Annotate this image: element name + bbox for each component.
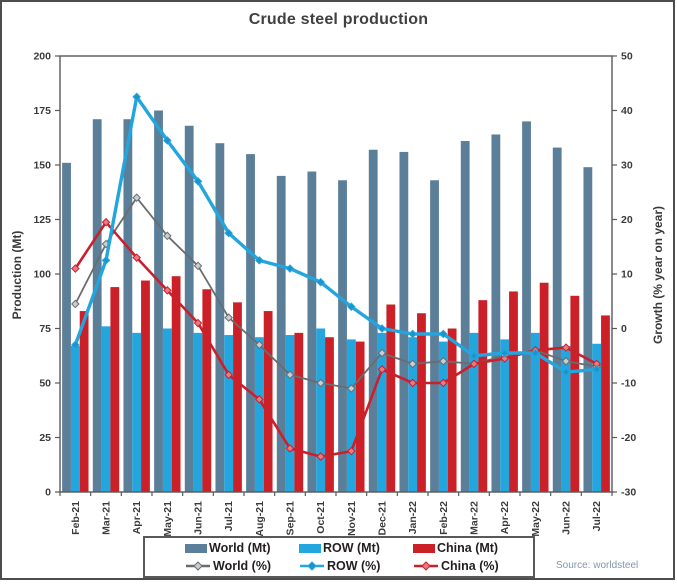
svg-text:175: 175 (33, 105, 51, 117)
source-note: Source: worldsteel (556, 560, 639, 571)
legend-item-row-pct: ROW (%) (299, 560, 413, 573)
legend-item-china-pct: China (%) (413, 560, 527, 573)
svg-text:May-22: May-22 (530, 501, 542, 537)
svg-text:30: 30 (621, 160, 633, 172)
bar-series-0 (62, 110, 593, 493)
legend-label: China (%) (441, 558, 499, 573)
svg-text:Feb-21: Feb-21 (70, 501, 82, 535)
svg-text:Apr-22: Apr-22 (499, 501, 511, 534)
svg-text:Mar-22: Mar-22 (469, 501, 481, 535)
svg-text:25: 25 (39, 432, 51, 444)
svg-text:Nov-21: Nov-21 (346, 501, 358, 536)
row-pct-line-icon (299, 561, 325, 571)
legend-label: ROW (Mt) (323, 540, 380, 555)
line-series-2 (71, 217, 601, 461)
china-mt-swatch (413, 543, 435, 553)
bar-series-1 (70, 326, 602, 492)
line-series-1 (71, 92, 601, 377)
svg-text:40: 40 (621, 105, 633, 117)
row-mt-swatch (299, 543, 321, 553)
svg-text:-10: -10 (621, 378, 636, 390)
right-axis-title: Growth (% year on year) (651, 205, 665, 345)
svg-text:Jul-22: Jul-22 (591, 501, 603, 532)
svg-text:20: 20 (621, 214, 633, 226)
legend-label: ROW (%) (327, 558, 381, 573)
svg-text:Dec-21: Dec-21 (377, 501, 389, 536)
legend-item-world-pct: World (%) (185, 560, 299, 573)
legend-item-row-mt: ROW (Mt) (299, 542, 413, 555)
left-axis-title: Production (Mt) (10, 230, 24, 320)
svg-text:125: 125 (33, 214, 51, 226)
bar-series-2 (79, 276, 610, 492)
svg-text:Jun-21: Jun-21 (193, 501, 205, 535)
svg-text:Oct-21: Oct-21 (315, 501, 327, 534)
svg-text:Feb-22: Feb-22 (438, 501, 450, 535)
svg-text:-30: -30 (621, 487, 636, 499)
svg-text:Sep-21: Sep-21 (285, 501, 297, 536)
chart-title: Crude steel production (248, 11, 429, 28)
legend-label: World (%) (213, 558, 272, 573)
world-pct-line-icon (185, 561, 211, 571)
china-pct-line-icon (413, 561, 439, 571)
svg-text:0: 0 (621, 323, 627, 335)
legend-label: World (Mt) (209, 540, 271, 555)
svg-text:50: 50 (621, 51, 633, 63)
svg-text:75: 75 (39, 323, 51, 335)
legend-item-china-mt: China (Mt) (413, 542, 527, 555)
svg-text:200: 200 (33, 51, 51, 63)
svg-text:Jan-22: Jan-22 (407, 501, 419, 534)
svg-text:Jun-22: Jun-22 (561, 501, 573, 535)
svg-text:0: 0 (45, 487, 51, 499)
svg-text:50: 50 (39, 378, 51, 390)
world-mt-swatch (185, 543, 207, 553)
svg-text:-20: -20 (621, 432, 636, 444)
legend-item-world-mt: World (Mt) (185, 542, 299, 555)
svg-text:Jul-21: Jul-21 (223, 501, 235, 532)
svg-text:150: 150 (33, 160, 51, 172)
legend-label: China (Mt) (437, 540, 499, 555)
svg-text:10: 10 (621, 269, 633, 281)
svg-text:100: 100 (33, 269, 51, 281)
svg-text:Aug-21: Aug-21 (254, 501, 266, 537)
svg-text:Apr-21: Apr-21 (131, 501, 143, 534)
chart-legend: World (Mt) ROW (Mt) China (Mt) World (%)… (143, 536, 535, 578)
svg-text:May-21: May-21 (162, 501, 174, 537)
svg-text:Mar-21: Mar-21 (101, 501, 113, 535)
